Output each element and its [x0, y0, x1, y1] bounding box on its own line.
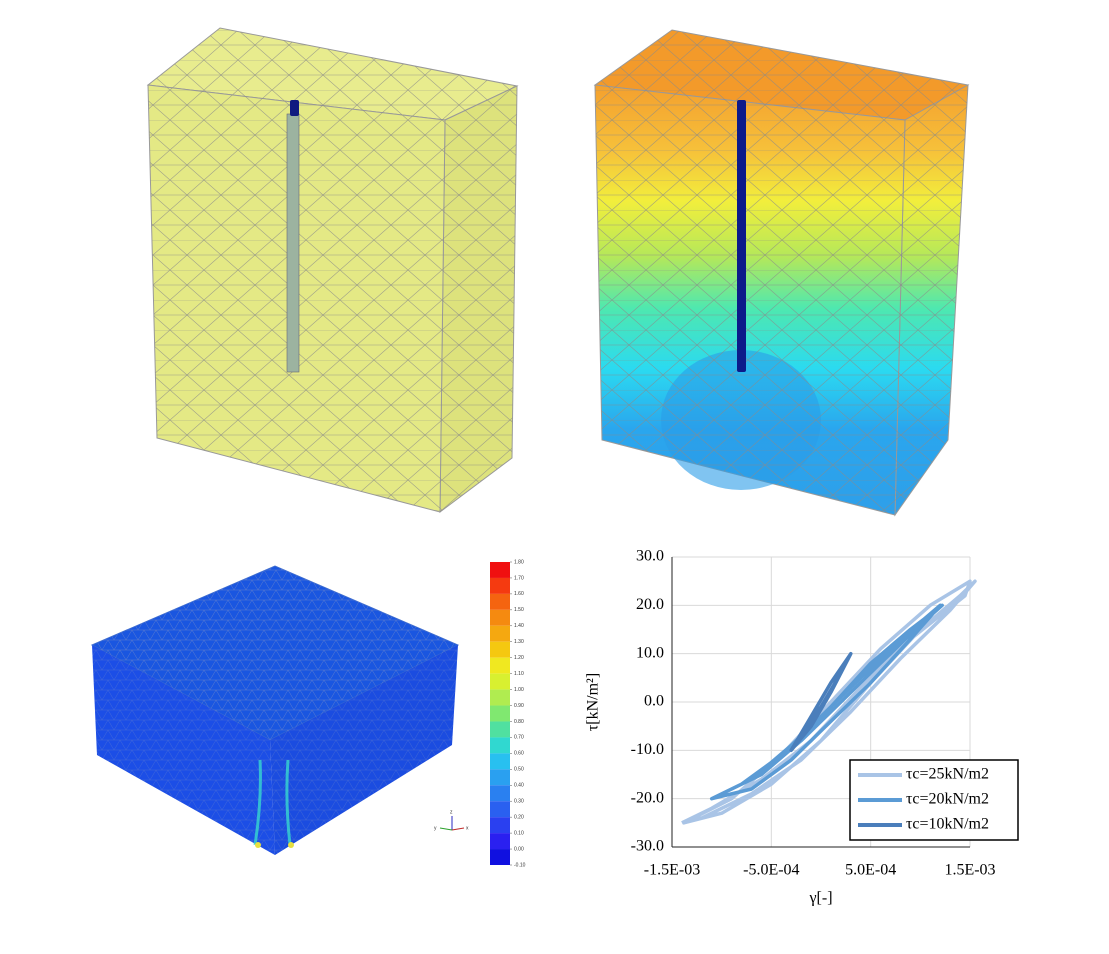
x-tick-label: 1.5E-03	[944, 862, 995, 879]
colorbar-segment	[490, 689, 510, 706]
colorbar-segment	[490, 849, 510, 865]
series-line	[789, 651, 853, 753]
mesh-model	[146, 27, 519, 514]
strain-model	[90, 565, 460, 855]
colorbar-segment	[490, 833, 510, 850]
colorbar-label: 0.60	[514, 751, 524, 757]
triad-label: z	[450, 809, 453, 815]
colorbar-label: 0.00	[514, 846, 524, 852]
contour-model	[593, 29, 970, 517]
colorbar-label: 0.80	[514, 719, 524, 725]
y-tick-label: 0.0	[644, 693, 664, 710]
colorbar-label: 0.70	[514, 735, 524, 741]
y-tick-label: 10.0	[636, 644, 664, 661]
colorbar-label: 0.40	[514, 783, 524, 789]
colorbar-label: 0.90	[514, 703, 524, 709]
colorbar-segment	[490, 817, 510, 834]
y-tick-label: 30.0	[636, 548, 664, 565]
colorbar-segment	[490, 801, 510, 818]
colorbar-label: 0.20	[514, 814, 524, 820]
colorbar-segment	[490, 609, 510, 626]
x-tick-label: -1.5E-03	[644, 862, 700, 879]
colorbar-label: 1.80	[514, 559, 524, 565]
colorbar-segment	[490, 705, 510, 722]
x-tick-label: 5.0E-04	[845, 862, 896, 879]
colorbar-label: 0.30	[514, 799, 524, 805]
y-tick-label: -20.0	[631, 789, 664, 806]
colorbar-label: 1.10	[514, 671, 524, 677]
colorbar-segment	[490, 641, 510, 658]
colorbar-label: 0.50	[514, 767, 524, 773]
colorbar-segment	[490, 721, 510, 738]
colorbar-label: 0.10	[514, 830, 524, 836]
hysteresis-chart: -30.0 -20.0 -10.0 0.0 10.0 20.0 30.0 -1.5E-03 -5…	[585, 548, 1019, 907]
colorbar-label: 1.60	[514, 591, 524, 597]
colorbar-segment	[490, 737, 510, 754]
colorbar-segment	[490, 673, 510, 690]
y-tick-label: 20.0	[636, 596, 664, 613]
triad-label: x	[466, 825, 469, 831]
colorbar-label: 1.40	[514, 623, 524, 629]
colorbar-label: 1.00	[514, 687, 524, 693]
colorbar: 1.80 1.70 1.60 1.50 1.40 1.30 1.20 1.10 1.00 0.90…	[490, 559, 526, 868]
colorbar-segment	[490, 562, 510, 578]
y-tick-label: -10.0	[631, 741, 664, 758]
axis-triad: z x y	[434, 809, 469, 831]
triad-label: y	[434, 825, 437, 831]
colorbar-segment	[490, 625, 510, 642]
colorbar-segment	[490, 769, 510, 786]
series-line	[709, 603, 944, 801]
colorbar-label: 1.50	[514, 607, 524, 613]
y-tick-label: -30.0	[631, 838, 664, 855]
legend-label: τc=10kN/m2	[906, 816, 989, 833]
colorbar-label: 1.30	[514, 639, 524, 645]
colorbar-segment	[490, 753, 510, 770]
colorbar-label: 1.70	[514, 575, 524, 581]
colorbar-segment	[490, 785, 510, 802]
colorbar-label: 1.20	[514, 655, 524, 661]
legend-label: τc=20kN/m2	[906, 791, 989, 808]
colorbar-segment	[490, 593, 510, 610]
colorbar-segment	[490, 657, 510, 674]
y-axis-label: τ[kN/m²]	[585, 673, 602, 731]
x-tick-label: -5.0E-04	[743, 862, 799, 879]
legend-label: τc=25kN/m2	[906, 766, 989, 783]
colorbar-label: -0.10	[514, 862, 526, 868]
colorbar-segment	[490, 577, 510, 594]
x-axis-label: γ[-]	[808, 890, 832, 907]
